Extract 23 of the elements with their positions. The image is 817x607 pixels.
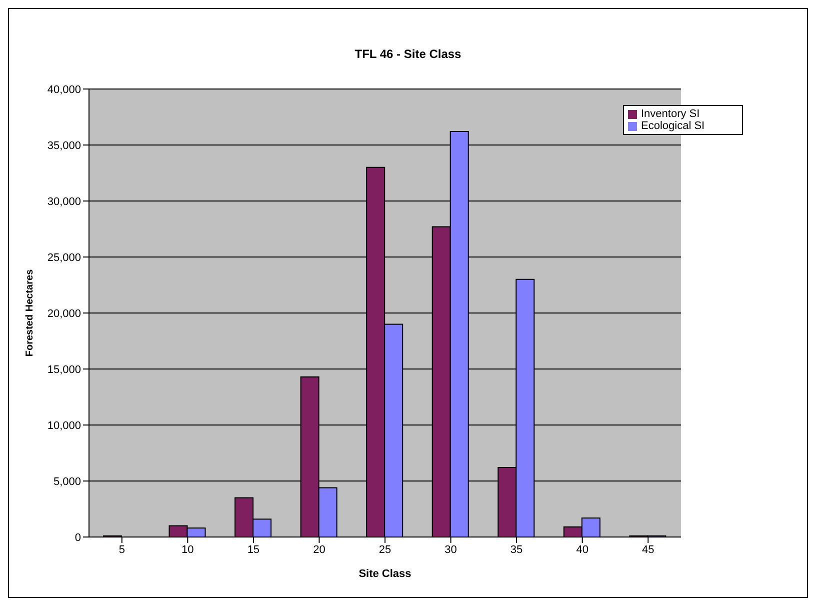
y-tick-label: 0 [74, 532, 81, 544]
y-tick-label: 35,000 [47, 140, 81, 152]
y-tick-label: 15,000 [47, 364, 81, 376]
y-tick-label: 30,000 [47, 196, 81, 208]
x-tick-label: 30 [444, 544, 457, 556]
y-tick-label: 25,000 [47, 252, 81, 264]
x-tick-label: 40 [576, 544, 588, 556]
x-tick-label: 25 [378, 544, 392, 556]
x-tick-label: 45 [642, 544, 654, 556]
x-tick-label: 20 [313, 544, 326, 556]
chart-title: TFL 46 - Site Class [354, 47, 462, 61]
legend-label: Ecological SI [641, 120, 705, 132]
x-axis-title: Site Class [358, 568, 412, 580]
x-tick-label: 35 [510, 544, 523, 556]
legend-label: Inventory SI [641, 108, 700, 120]
y-tick-label: 5,000 [53, 476, 81, 488]
y-tick-label: 20,000 [47, 308, 81, 320]
y-tick-label: 40,000 [47, 84, 81, 96]
x-tick-label: 10 [182, 544, 194, 556]
y-tick-label: 10,000 [47, 420, 81, 432]
y-axis-title: Forested Hectares [24, 268, 36, 357]
x-tick-label: 15 [247, 544, 260, 556]
x-tick-label: 5 [118, 544, 125, 556]
